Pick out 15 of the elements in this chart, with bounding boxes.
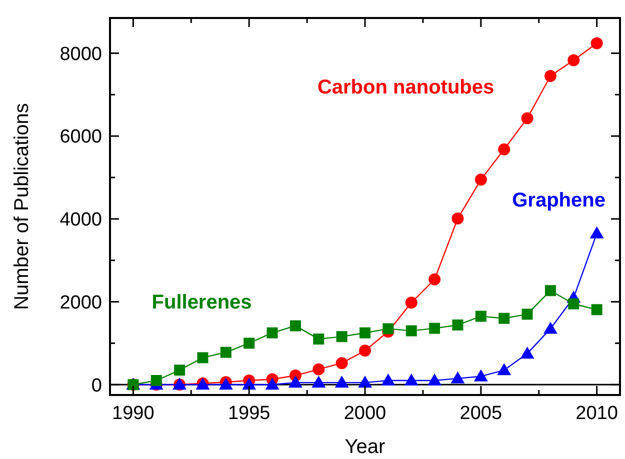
series-label: Fullerenes <box>152 291 252 314</box>
y-tick-label: 2000 <box>60 292 102 314</box>
x-axis-title: Year <box>344 436 386 458</box>
y-tick-label: 0 <box>91 375 102 396</box>
y-tick-label: 8000 <box>60 44 102 65</box>
series-label: Graphene <box>512 190 606 212</box>
y-tick-label: 4000 <box>60 210 102 231</box>
x-tick-label: 2005 <box>460 403 502 424</box>
x-tick-label: 2000 <box>344 403 386 424</box>
series-label: Carbon nanotubes <box>317 76 494 98</box>
y-axis-title: Number of Publications <box>11 103 33 310</box>
x-tick-label: 2010 <box>576 403 618 424</box>
x-tick-label: 1995 <box>228 403 270 424</box>
y-tick-label: 6000 <box>60 126 102 148</box>
x-tick-label: 1990 <box>112 403 154 424</box>
